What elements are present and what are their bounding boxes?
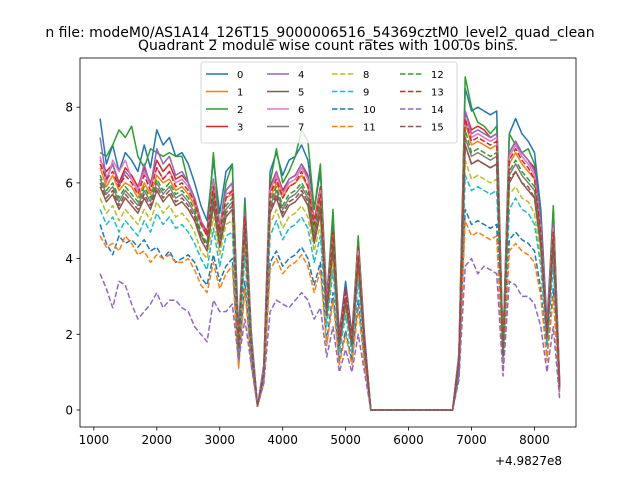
legend-label-11: 11 — [363, 123, 376, 134]
x-offset-label: +4.9827e8 — [495, 454, 562, 468]
x-tick-label: 7000 — [456, 433, 487, 447]
series-line-8 — [99, 159, 561, 411]
y-tick-label: 2 — [65, 328, 73, 342]
x-tick-label: 4000 — [267, 433, 298, 447]
chart-title: Quadrant 2 module wise count rates with … — [138, 38, 518, 54]
x-tick-label: 2000 — [142, 433, 173, 447]
legend-label-8: 8 — [363, 70, 369, 81]
figure-suptitle: n file: modeM0/AS1A14_126T15_9000006516_… — [45, 25, 594, 41]
series-line-9 — [99, 174, 561, 411]
x-tick-label: 6000 — [393, 433, 424, 447]
y-tick-label: 4 — [65, 252, 73, 266]
legend-label-2: 2 — [237, 105, 243, 116]
series-line-11 — [99, 219, 561, 411]
legend-label-9: 9 — [363, 88, 369, 99]
legend-label-0: 0 — [237, 70, 243, 81]
axes-layer: 1000 2000 3000 4000 5000 6000 7000 8000 0 2 4 6 8 — [65, 57, 577, 447]
x-tick-label: 1000 — [79, 433, 110, 447]
y-tick-label: 8 — [65, 101, 73, 115]
series-layer — [99, 76, 561, 411]
series-line-13 — [99, 117, 561, 411]
legend-label-1: 1 — [237, 88, 243, 99]
x-tick-label: 5000 — [330, 433, 361, 447]
legend-label-13: 13 — [431, 88, 444, 99]
legend-label-14: 14 — [431, 105, 444, 116]
legend-label-3: 3 — [237, 123, 243, 134]
x-tick-label: 8000 — [519, 433, 550, 447]
plot-frame — [79, 57, 577, 428]
legend-label-6: 6 — [298, 105, 304, 116]
legend-label-10: 10 — [363, 105, 376, 116]
legend-label-4: 4 — [298, 70, 304, 81]
legend-label-12: 12 — [431, 70, 444, 81]
legend-box — [200, 61, 458, 144]
series-line-14 — [99, 257, 561, 411]
x-tick-label: 3000 — [204, 433, 235, 447]
series-line-10 — [99, 208, 561, 411]
legend-label-5: 5 — [298, 88, 304, 99]
y-tick-label: 0 — [65, 403, 73, 417]
y-tick-label: 6 — [65, 176, 73, 190]
legend-label-7: 7 — [298, 123, 304, 134]
series-line-15 — [99, 144, 561, 411]
series-line-2 — [99, 76, 561, 411]
legend-label-15: 15 — [431, 123, 444, 134]
